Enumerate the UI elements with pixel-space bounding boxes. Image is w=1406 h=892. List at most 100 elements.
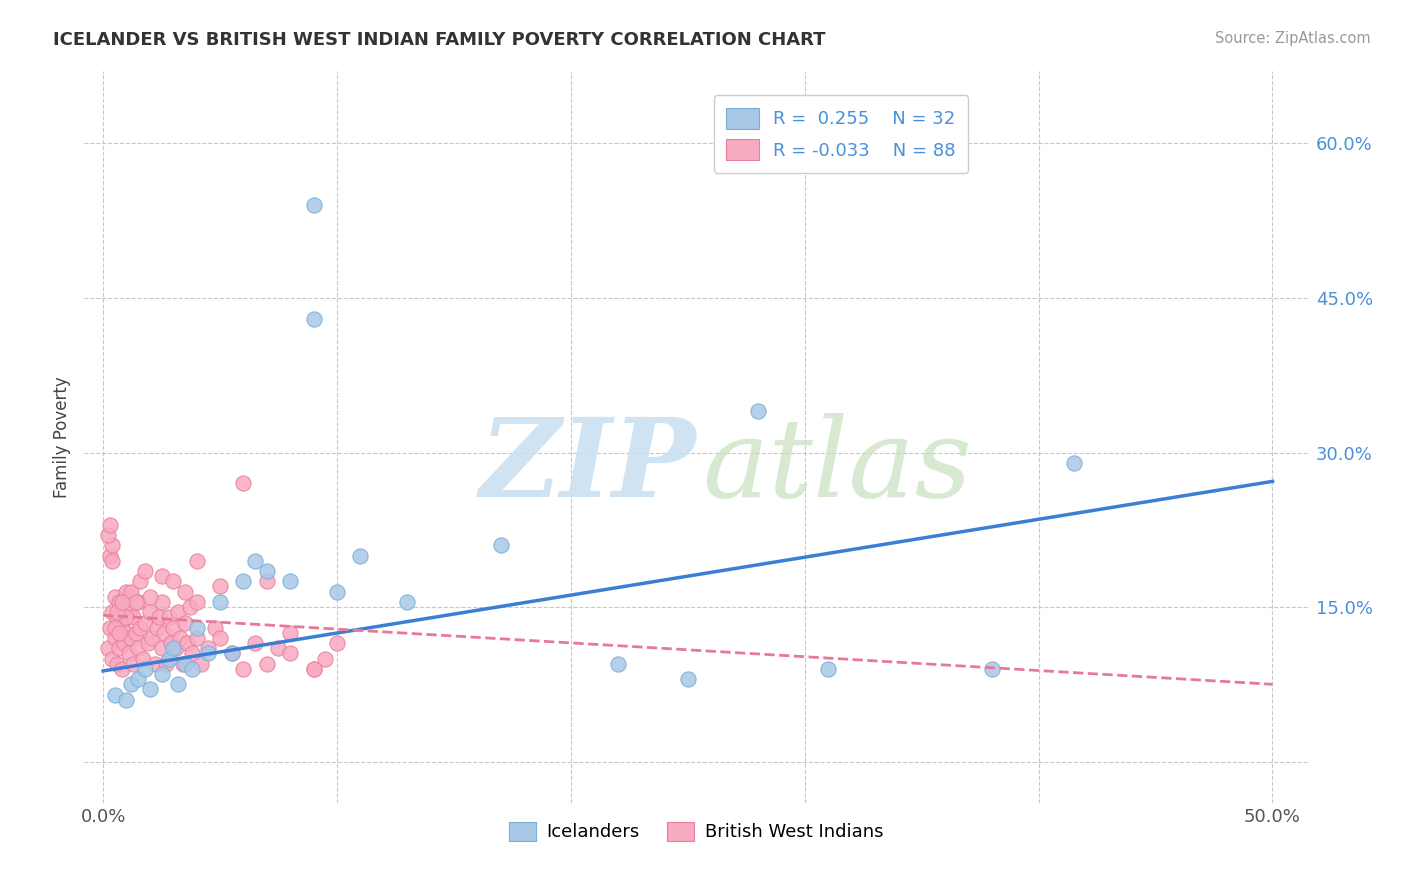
Point	[302, 662, 325, 676]
Text: ZIP: ZIP	[479, 413, 696, 520]
Point	[186, 631, 208, 645]
Point	[232, 662, 254, 676]
Point	[108, 641, 131, 656]
Point	[162, 641, 184, 656]
Point	[186, 595, 208, 609]
Point	[111, 615, 134, 630]
Point	[134, 662, 156, 676]
Point	[208, 631, 231, 645]
Point	[162, 574, 184, 589]
Point	[747, 404, 769, 418]
Point	[606, 657, 628, 671]
Point	[122, 657, 145, 671]
Point	[232, 574, 254, 589]
Point	[120, 677, 142, 691]
Point	[181, 647, 204, 661]
Point	[302, 311, 325, 326]
Point	[302, 662, 325, 676]
Text: Source: ZipAtlas.com: Source: ZipAtlas.com	[1215, 31, 1371, 46]
Point	[160, 636, 183, 650]
Point	[115, 610, 138, 624]
Point	[104, 590, 127, 604]
Legend: Icelanders, British West Indians: Icelanders, British West Indians	[502, 814, 890, 848]
Point	[98, 517, 121, 532]
Point	[221, 647, 243, 661]
Point	[101, 605, 124, 619]
Point	[134, 564, 156, 578]
Point	[146, 621, 169, 635]
Point	[162, 621, 184, 635]
Point	[980, 662, 1002, 676]
Point	[118, 605, 141, 619]
Point	[174, 615, 197, 630]
Point	[122, 610, 145, 624]
Point	[326, 636, 349, 650]
Point	[186, 554, 208, 568]
Point	[108, 595, 131, 609]
Point	[98, 621, 121, 635]
Point	[267, 641, 290, 656]
Point	[256, 657, 278, 671]
Point	[120, 590, 142, 604]
Point	[197, 647, 219, 661]
Point	[118, 647, 141, 661]
Point	[256, 574, 278, 589]
Point	[125, 595, 148, 609]
Point	[676, 672, 699, 686]
Point	[150, 667, 173, 681]
Point	[104, 631, 127, 645]
Point	[396, 595, 419, 609]
Point	[127, 672, 149, 686]
Point	[125, 625, 148, 640]
Point	[134, 615, 156, 630]
Point	[157, 610, 180, 624]
Point	[97, 528, 120, 542]
Point	[115, 584, 138, 599]
Point	[208, 595, 231, 609]
Point	[174, 584, 197, 599]
Point	[167, 605, 190, 619]
Point	[101, 538, 124, 552]
Point	[120, 584, 142, 599]
Text: atlas: atlas	[702, 413, 972, 520]
Point	[314, 651, 336, 665]
Point	[349, 549, 371, 563]
Point	[139, 682, 162, 697]
Point	[208, 579, 231, 593]
Point	[817, 662, 839, 676]
Point	[98, 549, 121, 563]
Point	[190, 657, 212, 671]
Point	[243, 554, 266, 568]
Point	[150, 569, 173, 583]
Text: ICELANDER VS BRITISH WEST INDIAN FAMILY POVERTY CORRELATION CHART: ICELANDER VS BRITISH WEST INDIAN FAMILY …	[53, 31, 825, 49]
Point	[136, 636, 159, 650]
Point	[232, 476, 254, 491]
Point	[141, 631, 163, 645]
Point	[127, 641, 149, 656]
Point	[157, 651, 180, 665]
Point	[132, 651, 155, 665]
Point	[1063, 456, 1085, 470]
Point	[278, 574, 301, 589]
Point	[278, 647, 301, 661]
Point	[179, 600, 201, 615]
Point	[150, 641, 173, 656]
Point	[197, 641, 219, 656]
Point	[101, 554, 124, 568]
Point	[143, 657, 166, 671]
Point	[243, 636, 266, 650]
Point	[155, 657, 177, 671]
Point	[150, 595, 173, 609]
Y-axis label: Family Poverty: Family Poverty	[53, 376, 72, 498]
Point	[181, 662, 204, 676]
Point	[148, 610, 170, 624]
Point	[105, 657, 128, 671]
Point	[112, 600, 135, 615]
Point	[153, 625, 176, 640]
Point	[176, 636, 198, 650]
Point	[256, 564, 278, 578]
Point	[129, 574, 152, 589]
Point	[221, 647, 243, 661]
Point	[111, 595, 134, 609]
Point	[111, 662, 134, 676]
